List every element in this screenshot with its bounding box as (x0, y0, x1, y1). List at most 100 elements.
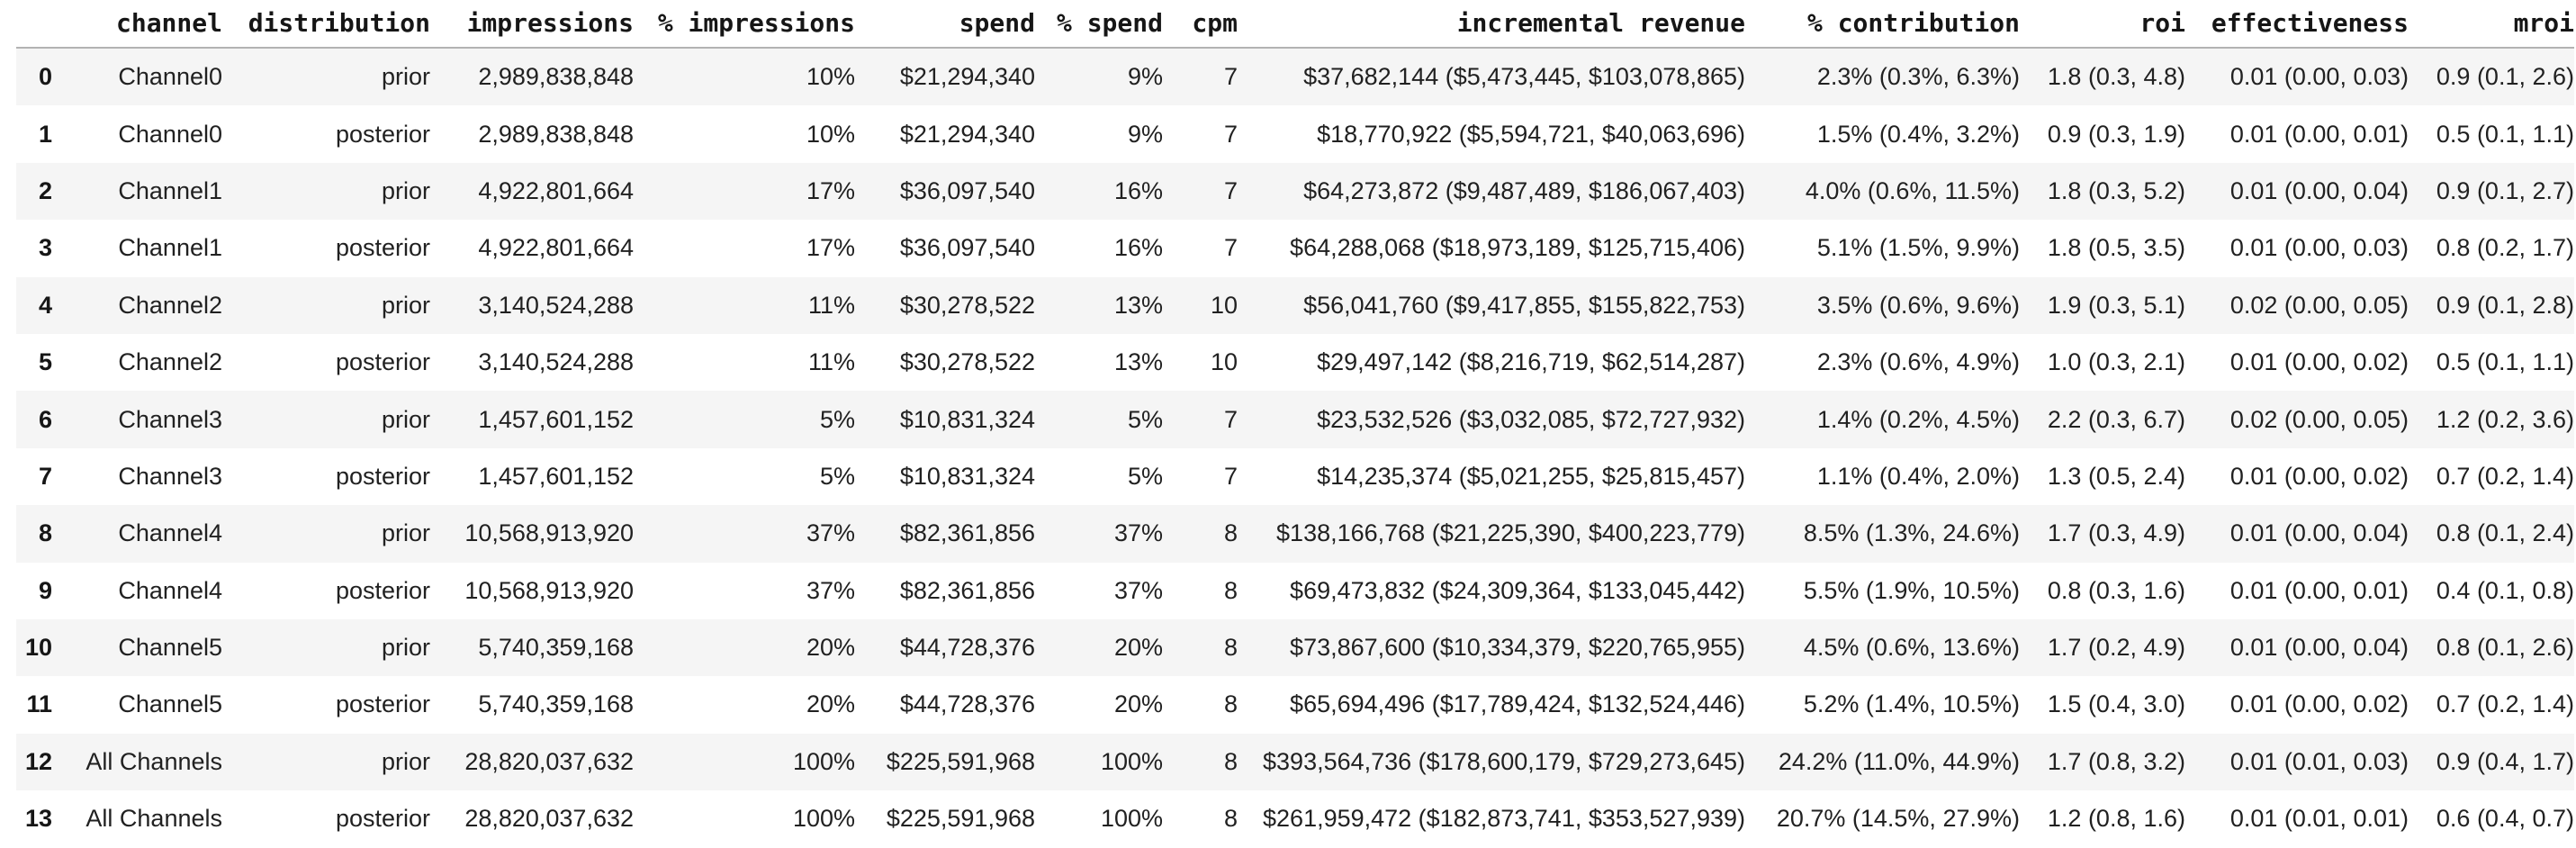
cell-roi: 1.7 (0.3, 4.9) (2047, 519, 2185, 547)
cell-roi: 0.9 (0.3, 1.9) (2047, 120, 2185, 148)
cell-pct-spend: 9% (1127, 63, 1163, 91)
cell-pct-impressions: 100% (792, 747, 855, 775)
cell-pct-contribution: 5.2% (1.4%, 10.5%) (1803, 690, 2020, 718)
cell-incremental-revenue: $69,473,832 ($24,309,364, $133,045,442) (1290, 576, 1745, 604)
cell-incremental-revenue: $64,288,068 ($18,973,189, $125,715,406) (1290, 234, 1745, 262)
cell-pct-spend: 100% (1100, 747, 1163, 775)
cell-mroi: 0.8 (0.2, 1.7) (2436, 234, 2574, 262)
cell-distribution: prior (381, 63, 430, 91)
cell-channel: All Channels (86, 747, 222, 775)
table-row: 11 Channel5 posterior 5,740,359,168 20% $44,7… (16, 676, 2574, 733)
cell-pct-contribution: 8.5% (1.3%, 24.6%) (1803, 519, 2020, 547)
cell-pct-contribution: 3.5% (0.6%, 9.6%) (1816, 291, 2020, 319)
cell-pct-spend: 13% (1113, 348, 1163, 376)
cell-channel: Channel4 (118, 519, 222, 547)
cell-impressions: 5,740,359,168 (478, 634, 634, 662)
cell-effectiveness: 0.01 (0.00, 0.04) (2229, 634, 2409, 662)
cell-impressions: 1,457,601,152 (478, 462, 634, 490)
col-header-index (16, 0, 52, 49)
cell-pct-contribution: 1.1% (0.4%, 2.0%) (1816, 462, 2020, 490)
cell-channel: Channel0 (118, 120, 222, 148)
table-row: 6 Channel3 prior 1,457,601,152 5% $10,831,324… (16, 391, 2574, 448)
cell-index: 7 (38, 462, 52, 490)
cell-distribution: posterior (335, 690, 430, 718)
cell-incremental-revenue: $138,166,768 ($21,225,390, $400,223,779) (1276, 519, 1745, 547)
cell-roi: 1.9 (0.3, 5.1) (2047, 291, 2185, 319)
cell-impressions: 3,140,524,288 (478, 291, 634, 319)
cell-cpm: 8 (1223, 576, 1238, 604)
table-row: 4 Channel2 prior 3,140,524,288 11% $30,278,52… (16, 276, 2574, 334)
cell-pct-contribution: 24.2% (11.0%, 44.9%) (1778, 747, 2020, 775)
cell-spend: $21,294,340 (899, 120, 1035, 148)
cell-spend: $225,591,968 (886, 805, 1035, 833)
cell-channel: Channel1 (118, 234, 222, 262)
dataframe-table: channel distribution impressions % impre… (16, 0, 2574, 847)
cell-roi: 1.0 (0.3, 2.1) (2047, 348, 2185, 376)
cell-pct-impressions: 11% (807, 348, 855, 376)
table-body: 0 Channel0 prior 2,989,838,848 10% $21,294,34… (16, 48, 2574, 847)
cell-incremental-revenue: $29,497,142 ($8,216,719, $62,514,287) (1317, 348, 1745, 376)
cell-incremental-revenue: $14,235,374 ($5,021,255, $25,815,457) (1317, 462, 1745, 490)
table-row: 2 Channel1 prior 4,922,801,664 17% $36,097,54… (16, 162, 2574, 221)
cell-mroi: 1.2 (0.2, 3.6) (2436, 405, 2574, 433)
cell-channel: Channel3 (118, 405, 222, 433)
cell-mroi: 0.7 (0.2, 1.4) (2436, 462, 2574, 490)
cell-incremental-revenue: $18,770,922 ($5,594,721, $40,063,696) (1317, 120, 1745, 148)
col-header-pct-impressions: % impressions (634, 0, 855, 49)
cell-spend: $30,278,522 (899, 348, 1035, 376)
cell-incremental-revenue: $64,273,872 ($9,487,489, $186,067,403) (1303, 176, 1745, 204)
cell-spend: $44,728,376 (899, 690, 1035, 718)
cell-pct-impressions: 37% (806, 576, 855, 604)
cell-mroi: 0.9 (0.1, 2.6) (2436, 63, 2574, 91)
cell-distribution: posterior (335, 576, 430, 604)
cell-cpm: 7 (1223, 63, 1238, 91)
cell-spend: $30,278,522 (899, 291, 1035, 319)
cell-pct-contribution: 5.1% (1.5%, 9.9%) (1816, 234, 2020, 262)
cell-cpm: 10 (1210, 291, 1238, 319)
cell-distribution: prior (381, 405, 430, 433)
cell-distribution: posterior (335, 805, 430, 833)
cell-roi: 1.8 (0.5, 3.5) (2047, 234, 2185, 262)
table-row: 10 Channel5 prior 5,740,359,168 20% $44,728,3… (16, 618, 2574, 677)
cell-mroi: 0.9 (0.4, 1.7) (2436, 747, 2574, 775)
table-row: 0 Channel0 prior 2,989,838,848 10% $21,294,34… (16, 48, 2574, 106)
cell-effectiveness: 0.01 (0.00, 0.03) (2229, 63, 2409, 91)
col-header-pct-spend: % spend (1035, 0, 1163, 49)
col-header-spend: spend (855, 0, 1035, 49)
cell-cpm: 7 (1223, 462, 1238, 490)
cell-roi: 1.8 (0.3, 5.2) (2047, 176, 2185, 204)
table-row: 1 Channel0 posterior 2,989,838,848 10% $21,29… (16, 105, 2574, 162)
cell-pct-impressions: 11% (807, 291, 855, 319)
cell-effectiveness: 0.01 (0.00, 0.02) (2229, 348, 2409, 376)
cell-distribution: prior (381, 176, 430, 204)
cell-index: 9 (38, 576, 52, 604)
cell-pct-impressions: 100% (792, 805, 855, 833)
cell-mroi: 0.7 (0.2, 1.4) (2436, 690, 2574, 718)
cell-channel: Channel5 (118, 690, 222, 718)
cell-incremental-revenue: $73,867,600 ($10,334,379, $220,765,955) (1290, 634, 1745, 662)
cell-mroi: 0.5 (0.1, 1.1) (2436, 120, 2574, 148)
cell-channel: Channel5 (118, 634, 222, 662)
cell-channel: Channel4 (118, 576, 222, 604)
cell-mroi: 0.9 (0.1, 2.7) (2436, 176, 2574, 204)
cell-spend: $10,831,324 (899, 405, 1035, 433)
cell-cpm: 7 (1223, 120, 1238, 148)
cell-cpm: 8 (1223, 690, 1238, 718)
col-header-impressions: impressions (430, 0, 634, 49)
col-header-effectiveness: effectiveness (2185, 0, 2409, 49)
cell-spend: $82,361,856 (899, 519, 1035, 547)
cell-pct-spend: 9% (1127, 120, 1163, 148)
cell-mroi: 0.6 (0.4, 0.7) (2436, 805, 2574, 833)
cell-channel: Channel2 (118, 348, 222, 376)
cell-pct-impressions: 17% (806, 234, 855, 262)
cell-roi: 1.7 (0.8, 3.2) (2047, 747, 2185, 775)
cell-roi: 2.2 (0.3, 6.7) (2047, 405, 2185, 433)
cell-cpm: 7 (1223, 405, 1238, 433)
cell-effectiveness: 0.01 (0.01, 0.03) (2229, 747, 2409, 775)
cell-impressions: 28,820,037,632 (464, 747, 634, 775)
cell-cpm: 8 (1223, 805, 1238, 833)
cell-pct-spend: 13% (1113, 291, 1163, 319)
cell-index: 6 (38, 405, 52, 433)
cell-effectiveness: 0.01 (0.00, 0.03) (2229, 234, 2409, 262)
cell-pct-impressions: 5% (819, 462, 855, 490)
